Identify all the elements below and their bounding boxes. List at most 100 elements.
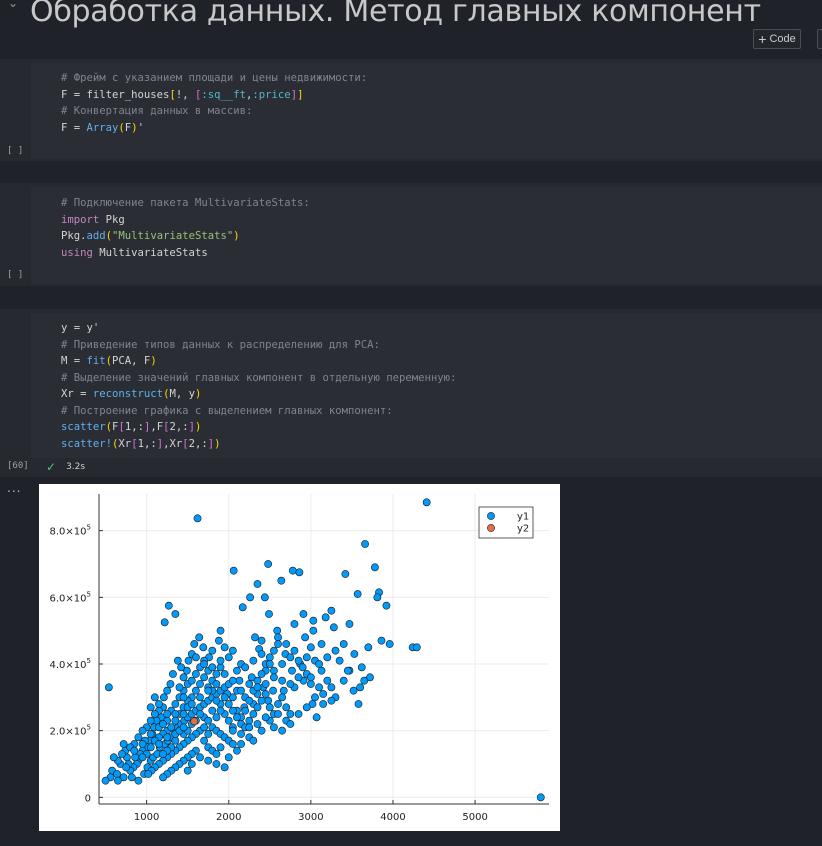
code-token: [ [131,437,138,450]
data-point-y1 [277,576,286,585]
code-token: Xr = [61,388,93,400]
data-point-y1 [279,686,288,695]
data-point-y1 [361,540,369,548]
data-point-y1 [382,601,391,610]
code-editor-2[interactable]: # Подключение пакета MultivariateStats: i… [61,195,310,261]
data-point-y1 [131,753,140,762]
code-token: # Конвертация данных в массив: [61,105,253,117]
data-point-y1 [349,686,358,695]
add-markdown-cell-button[interactable] [817,29,822,49]
output-more-button[interactable]: ... [7,481,22,495]
data-point-y1 [163,733,172,742]
data-point-y1 [241,706,250,715]
data-point-y1 [339,640,348,648]
data-point-y1 [377,636,386,645]
data-point-y1 [295,568,304,577]
execution-status: ✓ 3.2s [46,460,85,474]
y-tick-mantissa: 2.0×10 [50,727,87,738]
data-point-y1 [216,656,225,665]
data-point-y1 [159,750,167,758]
data-point-y1 [286,653,295,662]
data-point-y1 [237,740,245,748]
code-line: scatter(F[1,:],F[2,:]) [61,419,456,436]
code-token: ) [195,421,202,433]
data-point-y1 [146,703,155,712]
y-tick-label: 8.0×105 [50,524,91,538]
data-point-y1 [171,610,180,618]
data-point-y1 [253,676,262,685]
data-point-y1 [155,740,163,748]
data-point-y1 [171,736,180,745]
data-point-y1 [385,640,394,648]
code-editor-1[interactable]: # Фрейм с указанием площади и цены недви… [61,70,367,136]
data-point-y1 [179,710,188,718]
data-point-y1 [357,663,366,672]
data-point-y1 [208,663,217,672]
y-tick-exponent: 5 [87,724,91,732]
data-point-y1 [265,610,273,618]
data-point-y1 [245,696,254,705]
data-point-y1 [264,696,273,705]
legend-box [478,506,534,539]
data-point-y1 [270,666,278,675]
data-point-y1 [306,673,315,682]
data-point-y1 [294,656,303,665]
data-point-y1 [104,683,113,692]
add-code-cell-button[interactable]: + Code [753,29,801,49]
data-point-y1 [113,776,122,785]
data-point-y1 [360,676,369,685]
data-point-y1 [249,736,258,745]
code-token: Pkg [99,213,125,226]
data-point-y1 [196,710,204,718]
code-token: 1,: [124,421,144,433]
legend-marker [487,524,495,532]
code-line: scatter!(Xr[1,:],Xr[2,:]) [61,436,456,453]
data-point-y1 [249,710,258,718]
data-point-y1 [138,753,147,762]
execution-time: 3.2s [66,462,86,472]
code-editor-3[interactable]: y = y' # Приведение типов данных к распре… [61,320,456,452]
data-point-y1 [270,646,278,655]
code-cell-1[interactable] [31,63,822,159]
legend-label: y1 [517,512,529,523]
data-point-y1 [327,683,336,692]
code-cell-3[interactable] [31,313,822,458]
y-tick-exponent: 5 [87,590,91,598]
code-token: # Приведение типов данных к распределени… [61,338,380,351]
code-token: import [61,213,100,226]
data-point-y1 [200,736,209,745]
data-point-y1 [204,730,213,738]
data-point-y1 [216,706,225,715]
code-token: F = [61,121,87,134]
code-token: ( [163,388,170,400]
y-tick-mantissa: 6.0×10 [50,593,87,604]
data-point-y1 [422,498,431,507]
data-point-y1 [175,683,184,692]
code-line: Pkg.add("MultivariateStats") [61,228,310,245]
collapse-chevron-icon[interactable]: ⌄ [8,0,19,10]
data-point-y1 [253,703,262,712]
data-point-y1 [118,750,126,758]
code-token: ] [156,437,164,450]
code-token: M = [61,355,87,367]
code-line: import Pkg [61,212,310,229]
legend-label: y2 [517,524,529,535]
data-point-y1 [134,733,143,742]
code-token: [ [194,88,202,101]
data-point-y1 [373,593,382,602]
data-point-y1 [265,660,274,668]
y-tick-exponent: 5 [87,524,91,532]
data-point-y1 [265,653,274,662]
code-cell-2[interactable] [31,187,822,284]
data-point-y1 [228,676,237,685]
code-token: fit [86,355,106,367]
data-point-y1 [288,566,297,575]
data-point-y1 [212,750,221,758]
code-line: # Выделение значений главных компонент в… [61,370,456,387]
code-token: [ [169,88,176,101]
data-point-y1 [371,563,379,572]
data-point-y1 [173,656,182,665]
data-point-y1 [138,726,147,735]
data-point-y1 [238,603,247,612]
data-point-y1 [224,753,233,762]
